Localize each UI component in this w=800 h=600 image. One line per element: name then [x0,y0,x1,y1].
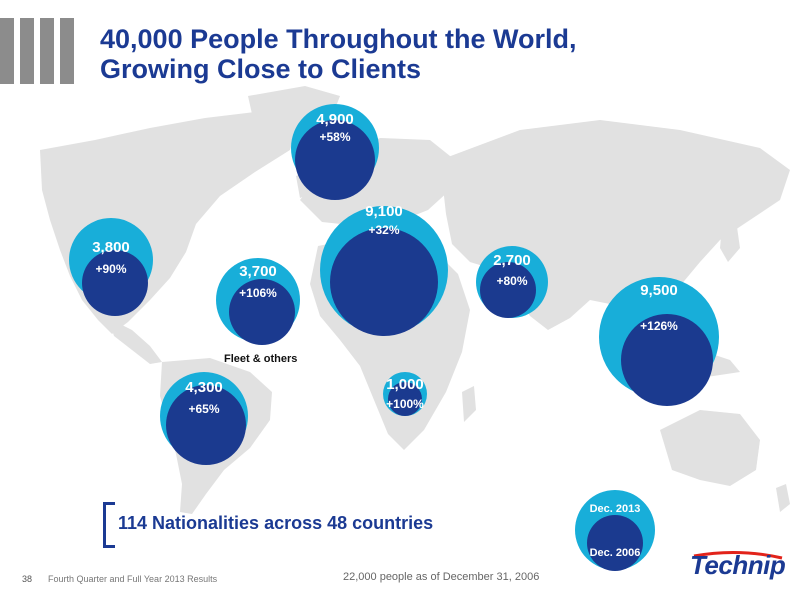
legend-inner-circle [587,515,643,571]
technip-logo-swoosh [693,550,783,560]
region-bubbles [69,104,719,465]
technip-logo: Technip [690,550,786,580]
bubble-growth-asia-pacific: +126% [640,319,678,333]
bubble-growth-north-america: +90% [95,262,127,276]
bubble-value-africa: 1,000 [386,376,424,393]
bubble-value-northern-europe: 4,900 [316,111,354,128]
bubble-inner-northern-europe [295,120,375,200]
bubble-value-north-america: 3,800 [92,239,130,256]
legend-outer-label: Dec. 2013 [589,503,641,515]
footnote: 22,000 people as of December 31, 2006 [343,571,540,583]
footer-text: Fourth Quarter and Full Year 2013 Result… [48,574,218,584]
australia-landmass [660,410,760,486]
bubble-inner-fleet [229,279,295,345]
bubble-inner-north-america [82,250,148,316]
madagascar-landmass [462,386,476,422]
bubble-value-fleet: 3,700 [239,263,277,280]
new-zealand-landmass [776,484,790,512]
nationalities-bracket [103,502,115,548]
fleet-label: Fleet & others [224,353,298,365]
bubble-inner-africa [388,382,422,416]
bubble-value-asia-pacific: 9,500 [640,282,678,299]
japan-landmass [720,220,740,262]
title-line-2: Growing Close to Clients [100,54,422,84]
bubble-growth-south-america: +65% [188,402,220,416]
bubble-value-middle-east: 2,700 [493,252,531,269]
bubble-inner-europe [330,228,438,336]
bubble-growth-europe: +32% [368,223,400,237]
bubble-inner-middle-east [480,262,536,318]
bubble-growth-fleet: +106% [239,286,277,300]
page-title: 40,000 People Throughout the World, Grow… [100,24,760,84]
bubble-growth-northern-europe: +58% [319,130,351,144]
bubble-value-south-america: 4,300 [185,379,223,396]
legend-bubble [575,490,655,571]
title-line-1: 40,000 People Throughout the World, [100,24,577,54]
page-number: 38 [22,574,33,584]
nationalities-text: 114 Nationalities across 48 countries [118,513,434,533]
legend-inner-label: Dec. 2006 [589,547,641,559]
bubble-inner-asia-pacific [621,314,713,406]
bubble-value-europe: 9,100 [365,203,403,220]
bubble-growth-africa: +100% [386,397,424,411]
central-america-landmass [108,318,162,364]
bubble-growth-middle-east: +80% [496,274,528,288]
bubble-inner-south-america [166,385,246,465]
